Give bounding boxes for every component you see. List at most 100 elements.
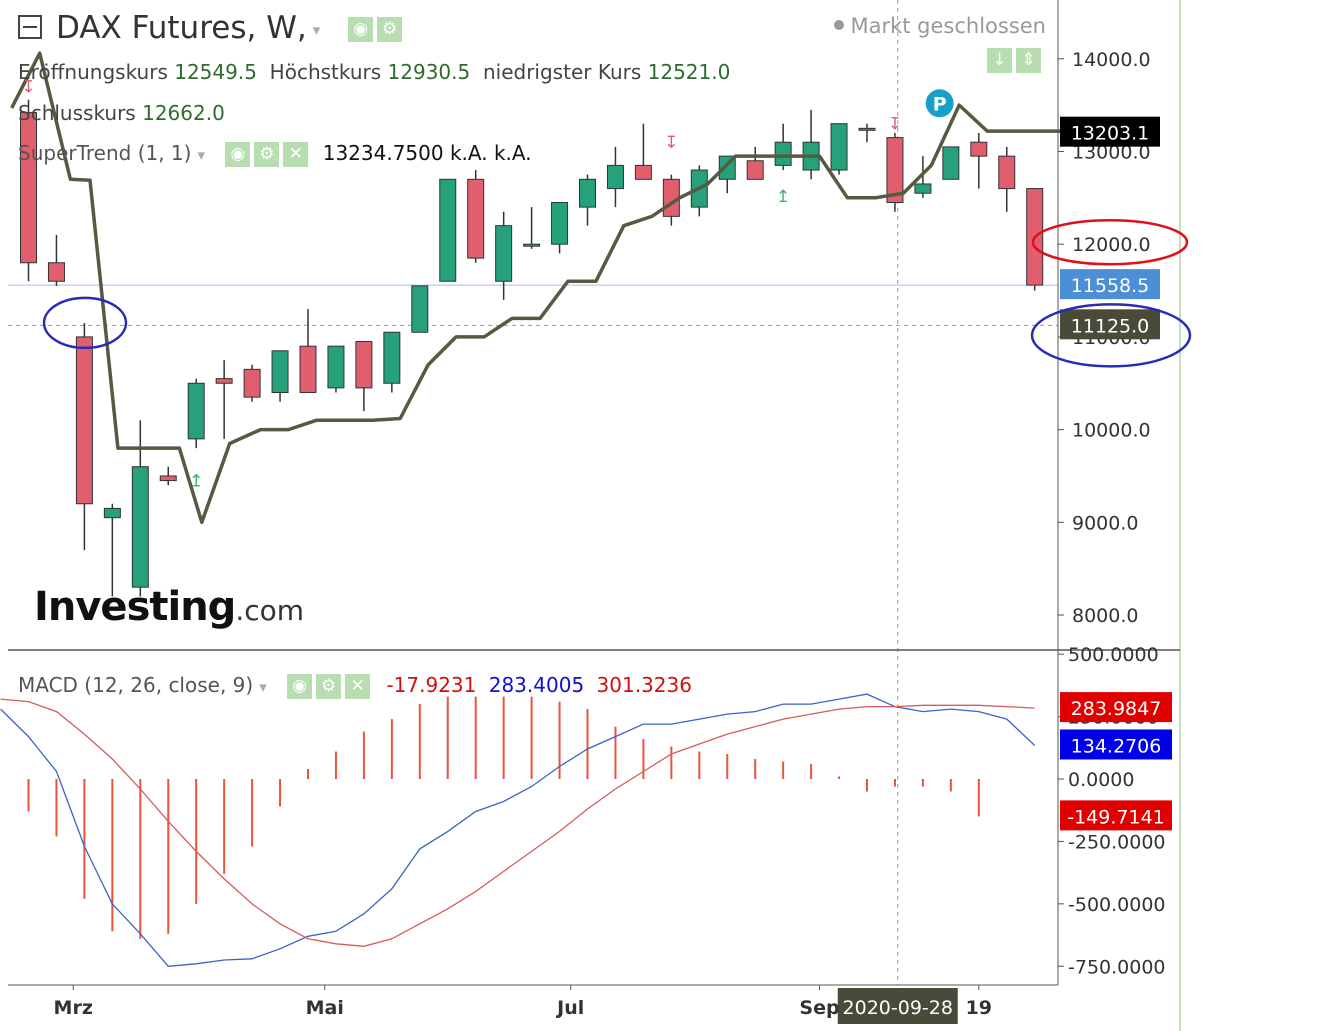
- close-value: 12662.0: [142, 101, 225, 125]
- logo-main: Investing: [34, 584, 236, 630]
- time-tick-label: 19: [966, 997, 992, 1019]
- candle: [20, 112, 37, 264]
- supertrend-legend: SuperTrend (1, 1) ▾ ◉ ⚙ ✕ 13234.7500 k.A. k…: [18, 141, 532, 167]
- candle: [774, 141, 792, 166]
- macd-line: [0, 693, 1036, 967]
- candle: [942, 146, 960, 180]
- collapse-icon[interactable]: [18, 14, 42, 39]
- status-dot-icon: [834, 20, 845, 30]
- close-icon[interactable]: ✕: [283, 142, 309, 167]
- macd-tick-label: -250.0000: [1068, 831, 1166, 853]
- candle: [47, 262, 65, 282]
- chevron-down-icon[interactable]: ▾: [312, 20, 321, 39]
- scroll-buttons: ↓ ⇕: [983, 48, 1041, 73]
- low-label: niedrigster Kurs: [482, 60, 642, 84]
- macd-label-box: [1060, 800, 1172, 831]
- candle: [299, 345, 317, 394]
- chevron-down-icon[interactable]: ▾: [197, 145, 205, 164]
- candle: [187, 382, 205, 440]
- macd-value-label: -149.7141: [1067, 806, 1165, 828]
- signal-arrow-down-icon: ↧: [664, 133, 678, 153]
- axis-layer: 14000.013000.012000.011000.010000.09000.…: [8, 0, 1181, 1031]
- candle: [271, 350, 289, 394]
- high-value: 12930.5: [387, 60, 471, 84]
- eye-icon[interactable]: ◉: [225, 142, 251, 167]
- candle: [411, 285, 429, 333]
- red-annotation-ellipse: [1031, 218, 1189, 266]
- macd-tick-label: 500.0000: [1068, 644, 1159, 666]
- candle: [579, 178, 596, 208]
- candle: [495, 225, 513, 282]
- gear-icon[interactable]: ⚙: [254, 142, 280, 167]
- macd-tick-label: 0.0000: [1068, 769, 1134, 791]
- ohlc-row-2: Schlusskurs 12662.0: [18, 101, 225, 125]
- annotation-layer: [42, 218, 1192, 368]
- time-tick-label: Mrz: [54, 997, 93, 1019]
- chevron-down-icon[interactable]: ▾: [259, 677, 267, 696]
- time-tick-label: Jul: [555, 997, 584, 1019]
- blue-annotation-ellipse-chart: [42, 296, 128, 350]
- macd-label-box: [1060, 729, 1172, 760]
- close-icon[interactable]: ✕: [345, 674, 371, 699]
- candle: [830, 123, 848, 171]
- p-marker-label: P: [933, 93, 947, 115]
- price-label: 11125.0: [1071, 315, 1150, 337]
- macd-histogram-value: -17.9231: [386, 673, 477, 697]
- price-tick-label: 8000.0: [1072, 605, 1138, 627]
- time-tick-label: Sep: [799, 997, 839, 1019]
- grid-layer: [8, 0, 1058, 985]
- signal-arrow-down-icon: ↧: [21, 78, 35, 98]
- crosshair-date-box: [837, 988, 958, 1024]
- macd-legend: MACD (12, 26, close, 9) ▾ ◉ ⚙ ✕ -17.9231 28…: [18, 673, 692, 699]
- candle: [327, 345, 345, 389]
- candle: [131, 466, 149, 588]
- price-label-box: [1060, 309, 1160, 340]
- arrow-down-icon[interactable]: ↓: [987, 48, 1012, 73]
- supertrend-label[interactable]: SuperTrend (1, 1): [18, 141, 192, 165]
- candle: [998, 155, 1016, 190]
- candle: [970, 141, 988, 157]
- open-value: 12549.5: [174, 60, 257, 84]
- macd-value-label: 283.9847: [1071, 698, 1162, 720]
- price-label-box: [1060, 269, 1160, 300]
- ohlc-row-1: Eröffnungskurs 12549.5 Höchstkurs 12930.…: [18, 60, 730, 84]
- blue-annotation-ellipse-axis: [1030, 303, 1192, 368]
- candle: [103, 507, 121, 519]
- signal-arrow-down-icon: ↧: [888, 115, 902, 135]
- macd-label[interactable]: MACD (12, 26, close, 9): [18, 673, 254, 697]
- candle: [634, 164, 652, 180]
- price-label: 11558.5: [1071, 275, 1150, 297]
- time-tick-label: Mai: [306, 997, 344, 1019]
- gear-icon[interactable]: ⚙: [316, 674, 342, 699]
- gear-icon[interactable]: ⚙: [377, 17, 403, 42]
- candle: [467, 178, 485, 259]
- price-tick-label: 9000.0: [1072, 512, 1138, 534]
- candle: [551, 201, 569, 245]
- price-tick-label: 10000.0: [1072, 420, 1151, 442]
- macd-value-label: 134.2706: [1071, 735, 1162, 757]
- macd-label-box: [1060, 692, 1172, 723]
- eye-icon[interactable]: ◉: [348, 17, 374, 42]
- eye-icon[interactable]: ◉: [287, 674, 313, 699]
- supertrend-line: [10, 51, 1100, 525]
- open-label: Eröffnungskurs: [18, 60, 168, 84]
- macd-line-value: 283.4005: [488, 673, 585, 697]
- price-tick-label: 14000.0: [1072, 49, 1151, 71]
- signal-line: [0, 698, 1035, 947]
- market-status-text: Markt geschlossen: [850, 14, 1046, 38]
- logo-suffix: .com: [235, 594, 305, 627]
- market-status: Markt geschlossen: [834, 14, 1046, 38]
- candle: [439, 178, 457, 282]
- p-marker-icon: [925, 89, 954, 118]
- candle: [159, 475, 177, 482]
- price-tick-label: 13000.0: [1072, 142, 1151, 164]
- candle: [606, 164, 624, 190]
- candle: [75, 336, 93, 505]
- macd-pane[interactable]: [0, 693, 1036, 967]
- arrow-up-down-icon[interactable]: ⇕: [1016, 48, 1041, 73]
- symbol-header: DAX Futures, W, ▾ ◉ ⚙: [18, 10, 403, 46]
- candle: [523, 243, 541, 247]
- price-label: 13203.1: [1071, 123, 1150, 145]
- low-value: 12521.0: [647, 60, 731, 84]
